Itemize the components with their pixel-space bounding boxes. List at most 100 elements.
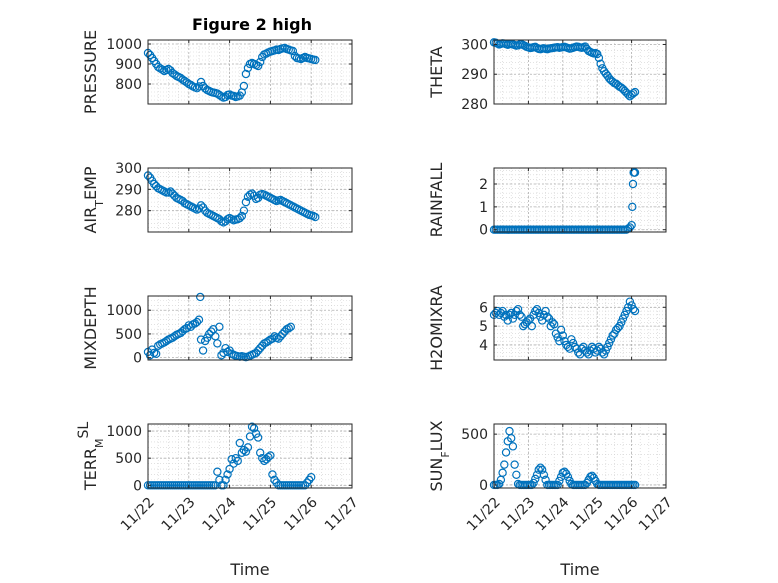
data-point bbox=[539, 470, 549, 479]
data-point bbox=[594, 53, 604, 63]
x-tick-label: 11/25 bbox=[567, 494, 607, 534]
data-point bbox=[239, 81, 249, 91]
y-tick-label: 300 bbox=[115, 161, 142, 177]
data-point bbox=[256, 448, 265, 457]
y-axis-label: AIRTEMP bbox=[81, 166, 106, 233]
data-point bbox=[625, 297, 635, 306]
data-point bbox=[247, 189, 257, 198]
data-point bbox=[543, 312, 552, 321]
data-point bbox=[239, 206, 249, 215]
data-point bbox=[196, 77, 206, 87]
data-point bbox=[156, 64, 165, 73]
data-point bbox=[219, 481, 228, 490]
data-point bbox=[507, 434, 516, 443]
data-point bbox=[513, 304, 523, 314]
data-point bbox=[253, 433, 263, 442]
axes-box bbox=[493, 39, 667, 105]
y-tick-label: 290 bbox=[461, 67, 488, 83]
axes-background bbox=[494, 424, 666, 488]
data-point bbox=[529, 478, 538, 488]
data-point bbox=[501, 448, 511, 457]
data-point bbox=[625, 223, 635, 232]
y-tick-label: 5 bbox=[479, 319, 488, 335]
data-point bbox=[215, 475, 224, 485]
data-point bbox=[270, 332, 279, 341]
data-point bbox=[231, 453, 240, 463]
data-point bbox=[627, 220, 636, 230]
data-point bbox=[629, 89, 638, 98]
data-point bbox=[249, 424, 259, 433]
y-axis-label: H2OMIXRA bbox=[427, 285, 446, 371]
data-point bbox=[145, 351, 155, 360]
data-point bbox=[567, 335, 576, 344]
x-tick-label: 11/23 bbox=[159, 494, 199, 534]
data-point bbox=[593, 49, 602, 59]
data-point bbox=[241, 197, 251, 207]
y-tick-label: 500 bbox=[115, 451, 142, 467]
y-axis-label: MIXDEPTH bbox=[81, 286, 100, 369]
data-point bbox=[241, 447, 251, 456]
axes-box bbox=[147, 167, 353, 233]
data-point bbox=[217, 92, 226, 101]
data-point bbox=[221, 92, 230, 102]
series-markers bbox=[143, 422, 316, 490]
data-point bbox=[256, 57, 265, 67]
data-point bbox=[198, 346, 208, 355]
data-point bbox=[170, 70, 179, 79]
data-point bbox=[237, 211, 247, 221]
subplot-air_temp: 280 290 300 AIRTEMP bbox=[81, 161, 353, 234]
axes-box bbox=[147, 423, 353, 489]
data-point bbox=[235, 213, 244, 223]
data-point bbox=[563, 472, 573, 482]
y-tick-label: 0 bbox=[133, 478, 142, 494]
x-tick-label: 11/25 bbox=[240, 494, 280, 534]
data-point bbox=[307, 472, 316, 482]
data-point bbox=[548, 318, 557, 327]
data-point bbox=[253, 61, 263, 71]
data-point bbox=[182, 78, 191, 87]
data-point bbox=[264, 452, 273, 462]
data-point bbox=[531, 474, 540, 484]
data-point bbox=[501, 310, 511, 320]
y-axis-label: TERRMSL bbox=[76, 422, 106, 492]
y-tick-label: 4 bbox=[479, 338, 488, 354]
data-point bbox=[527, 480, 537, 490]
data-point bbox=[151, 349, 161, 359]
data-point bbox=[311, 55, 320, 65]
data-point bbox=[268, 334, 277, 343]
x-tick-label: 11/26 bbox=[602, 494, 642, 534]
data-point bbox=[534, 465, 543, 474]
data-point bbox=[630, 168, 640, 177]
series-markers bbox=[143, 171, 320, 227]
data-point bbox=[235, 438, 244, 448]
y-axis-label: RAINFALL bbox=[427, 163, 446, 238]
data-point bbox=[628, 179, 638, 189]
data-point bbox=[517, 312, 526, 321]
data-point bbox=[225, 464, 234, 474]
subplot-theta: 280 290 300 THETA bbox=[427, 37, 667, 113]
data-point bbox=[251, 348, 261, 358]
data-point bbox=[558, 468, 568, 477]
data-point bbox=[555, 476, 564, 486]
series-markers bbox=[489, 38, 640, 101]
data-point bbox=[227, 455, 236, 464]
data-point bbox=[274, 334, 283, 343]
y-axis-label: SUNFLUX bbox=[427, 420, 452, 491]
data-point bbox=[510, 460, 519, 469]
data-point bbox=[508, 442, 518, 451]
data-point bbox=[207, 327, 216, 336]
data-point bbox=[617, 318, 626, 327]
data-point bbox=[536, 463, 545, 472]
data-point bbox=[213, 467, 222, 476]
data-point bbox=[286, 322, 295, 332]
y-tick-label: 1000 bbox=[106, 37, 142, 53]
data-point bbox=[194, 315, 204, 324]
data-point bbox=[158, 65, 167, 74]
data-point bbox=[196, 335, 206, 344]
data-point bbox=[630, 87, 640, 97]
axes-box bbox=[147, 295, 353, 361]
data-point bbox=[512, 470, 521, 479]
axes-box bbox=[493, 423, 667, 489]
axes-box bbox=[493, 295, 667, 361]
